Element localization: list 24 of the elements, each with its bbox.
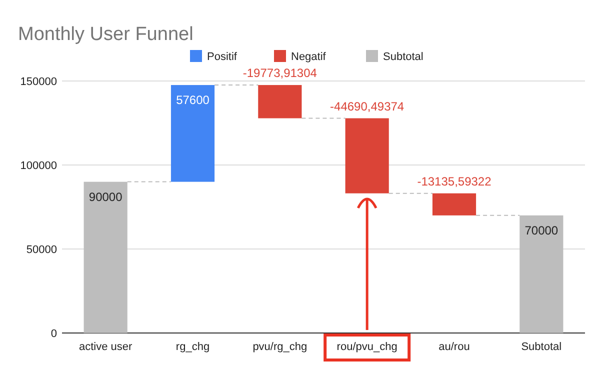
legend-label: Subtotal	[383, 51, 424, 63]
bar	[170, 85, 215, 182]
y-tick-label: 0	[50, 328, 57, 340]
x-tick-label: pvu/rg_chg	[252, 341, 308, 353]
legend-label: Positif	[207, 51, 238, 63]
data-label: 90000	[88, 190, 123, 204]
x-tick-label: active user	[78, 341, 133, 353]
bar	[258, 85, 302, 118]
data-label: -13135,59322	[417, 174, 492, 188]
y-tick-label: 50000	[26, 244, 57, 256]
x-tick-label: au/rou	[438, 341, 470, 353]
data-label: 57600	[176, 93, 210, 108]
data-label: -44690,49374	[330, 99, 404, 114]
chart-title: Monthly User Funnel	[18, 24, 194, 45]
x-tick-label: Subtotal	[521, 341, 562, 353]
bar	[432, 193, 476, 216]
x-tick-label: rou/pvu_chg	[336, 341, 398, 353]
data-label: -19773,91304	[242, 66, 318, 80]
bar	[345, 118, 389, 194]
y-tick-label: 150000	[20, 76, 57, 88]
x-tick-label: rg_chg	[176, 341, 210, 353]
y-tick-label: 100000	[20, 160, 57, 172]
legend-label: Negatif	[291, 51, 327, 63]
data-label: 70000	[524, 223, 558, 238]
